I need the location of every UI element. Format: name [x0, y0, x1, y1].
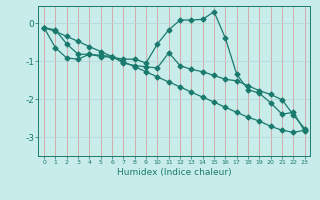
- X-axis label: Humidex (Indice chaleur): Humidex (Indice chaleur): [117, 168, 232, 177]
